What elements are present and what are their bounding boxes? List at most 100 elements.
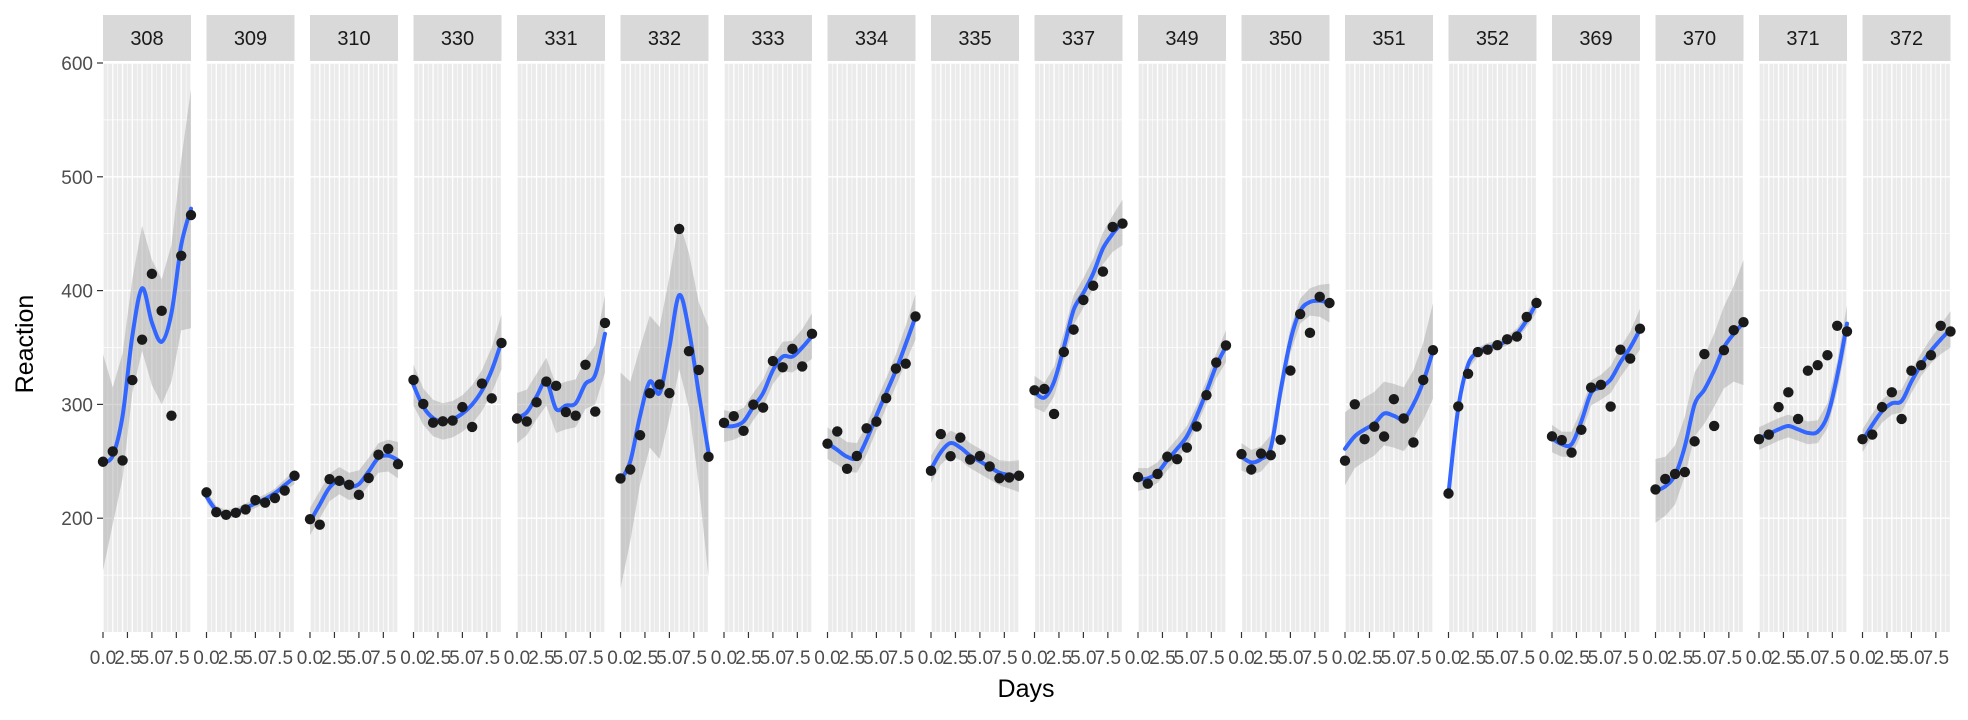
data-point bbox=[1191, 421, 1202, 432]
data-point bbox=[644, 388, 656, 399]
data-point bbox=[1314, 291, 1325, 303]
facet-strip-label: 351 bbox=[1372, 28, 1405, 50]
data-point bbox=[1294, 308, 1306, 320]
x-tick-label: 2.5 bbox=[114, 648, 140, 669]
data-point bbox=[1462, 368, 1474, 379]
data-point bbox=[1576, 424, 1587, 435]
data-point bbox=[353, 489, 365, 501]
facet-strip-label: 335 bbox=[958, 28, 991, 50]
data-point bbox=[279, 485, 290, 496]
data-point bbox=[1443, 488, 1454, 499]
facet-panel-372: 372 0.02.55.07.5 bbox=[1849, 15, 1956, 669]
x-tick-label: 7.5 bbox=[370, 648, 396, 669]
data-point bbox=[757, 402, 769, 413]
facet-strip-label: 309 bbox=[234, 28, 267, 50]
data-point bbox=[392, 458, 404, 470]
data-point bbox=[1068, 324, 1079, 335]
data-point bbox=[1246, 464, 1257, 475]
data-point bbox=[1906, 365, 1917, 376]
data-point bbox=[1738, 317, 1749, 328]
data-point bbox=[550, 380, 562, 392]
x-tick-label: 2.5 bbox=[1460, 648, 1486, 669]
data-point bbox=[107, 446, 118, 457]
smooth-line bbox=[515, 331, 607, 421]
facet-panel-350: 350 0.02.55.07.5 bbox=[1228, 15, 1335, 669]
data-point bbox=[1521, 311, 1532, 323]
data-point bbox=[1822, 350, 1833, 361]
data-point bbox=[1349, 399, 1360, 410]
x-tick-label: 2.5 bbox=[425, 648, 451, 669]
data-point bbox=[1482, 344, 1493, 355]
x-tick-label: 2.5 bbox=[1253, 648, 1279, 669]
y-axis-title: Reaction bbox=[11, 295, 39, 394]
x-tick-label: 2.5 bbox=[321, 648, 347, 669]
x-tick-label: 7.5 bbox=[1302, 648, 1328, 669]
data-point bbox=[1841, 326, 1853, 337]
data-point bbox=[748, 399, 759, 410]
x-tick-label: 7.5 bbox=[474, 648, 500, 669]
data-point bbox=[1669, 468, 1681, 480]
y-tick-label: 500 bbox=[61, 168, 93, 189]
x-tick-label: 0.0 bbox=[1021, 648, 1047, 669]
data-point bbox=[1255, 448, 1267, 459]
data-point bbox=[599, 317, 611, 329]
x-tick-label: 0.0 bbox=[400, 648, 426, 669]
data-point bbox=[1783, 387, 1794, 398]
data-point bbox=[1763, 429, 1774, 440]
x-tick-label: 2.5 bbox=[1149, 648, 1175, 669]
data-point bbox=[1546, 431, 1558, 442]
facet-strip bbox=[517, 15, 605, 61]
data-point bbox=[693, 364, 704, 376]
data-point bbox=[634, 430, 646, 441]
data-point bbox=[560, 406, 572, 418]
x-tick-label: 7.5 bbox=[1716, 648, 1742, 669]
data-point bbox=[703, 451, 714, 463]
data-point bbox=[1097, 266, 1109, 277]
data-point bbox=[531, 397, 542, 408]
smooth-line bbox=[1653, 320, 1746, 493]
x-tick-label: 0.0 bbox=[1435, 648, 1461, 669]
data-point bbox=[1650, 484, 1661, 495]
x-tick-label: 0.0 bbox=[90, 648, 116, 669]
facet-strip bbox=[1138, 15, 1226, 61]
data-point bbox=[314, 519, 325, 530]
x-tick-label: 2.5 bbox=[528, 648, 554, 669]
facet-strip-label: 331 bbox=[544, 28, 577, 50]
facet-strip-label: 350 bbox=[1269, 28, 1302, 50]
data-point bbox=[541, 376, 552, 387]
x-tick-label: 2.5 bbox=[632, 648, 658, 669]
data-point bbox=[250, 494, 261, 506]
data-point bbox=[1615, 344, 1626, 355]
data-point bbox=[1142, 478, 1153, 489]
data-point bbox=[136, 334, 148, 345]
x-tick-label: 7.5 bbox=[267, 648, 293, 669]
data-point bbox=[457, 401, 468, 413]
data-point bbox=[1492, 340, 1503, 351]
data-point bbox=[1511, 331, 1523, 342]
x-tick-label: 5.0 bbox=[1277, 648, 1303, 669]
data-point bbox=[1773, 401, 1784, 413]
x-tick-label: 7.5 bbox=[1612, 648, 1638, 669]
data-point bbox=[767, 355, 779, 367]
data-point bbox=[324, 473, 335, 485]
facet-panel-337: 337 0.02.55.07.5 bbox=[1021, 15, 1128, 669]
x-tick-label: 5.0 bbox=[1691, 648, 1717, 669]
x-tick-label: 7.5 bbox=[1509, 648, 1535, 669]
facet-panel-330: 330 0.02.55.07.5 bbox=[400, 15, 507, 669]
x-tick-label: 7.5 bbox=[991, 648, 1017, 669]
facet-strip bbox=[1034, 15, 1123, 61]
facet-panel-334: 334 0.02.55.07.5 bbox=[814, 15, 921, 669]
x-tick-label: 0.0 bbox=[1539, 648, 1565, 669]
data-point bbox=[1304, 327, 1316, 339]
x-tick-label: 0.0 bbox=[1849, 648, 1875, 669]
facet-strip-label: 310 bbox=[337, 28, 370, 50]
facet-strip-label: 369 bbox=[1579, 28, 1612, 50]
x-tick-label: 5.0 bbox=[1898, 648, 1924, 669]
data-point bbox=[127, 374, 138, 386]
data-point bbox=[1029, 385, 1040, 396]
data-point bbox=[496, 337, 507, 349]
facet-panel-335: 335 0.02.55.07.5 bbox=[918, 15, 1025, 669]
data-point bbox=[1359, 434, 1370, 445]
facet-strip bbox=[1448, 15, 1537, 61]
